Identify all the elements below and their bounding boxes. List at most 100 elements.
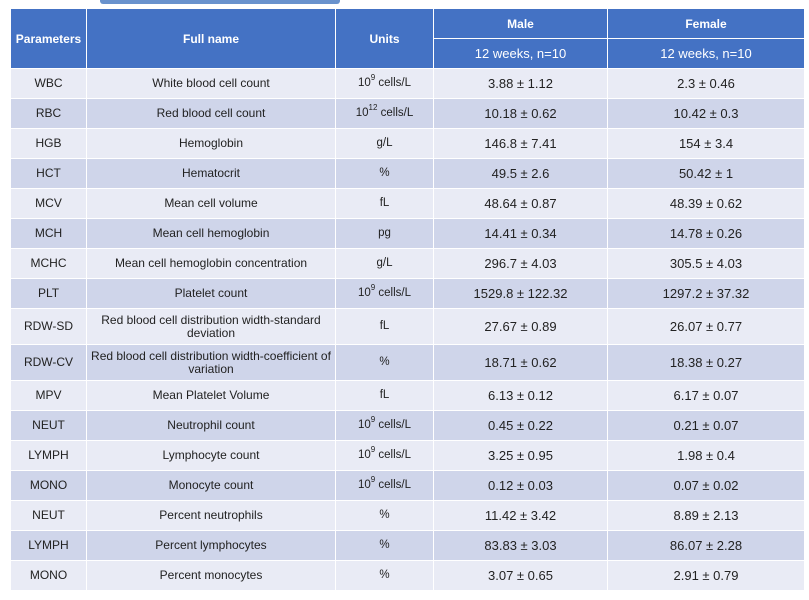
cell-male-value: 18.71 ± 0.62: [433, 344, 608, 381]
cell-male-value: 6.13 ± 0.12: [433, 380, 608, 411]
header-male-subtitle: 12 weeks, n=10: [433, 38, 608, 69]
cell-units: %: [335, 500, 434, 531]
header-units: Units: [335, 8, 434, 69]
cell-male-value: 49.5 ± 2.6: [433, 158, 608, 189]
cell-parameter: MCHC: [10, 248, 87, 279]
table-row: NEUT Neutrophil count 109 cells/L 0.45 ± 0.…: [10, 410, 805, 441]
cell-male-value: 3.07 ± 0.65: [433, 560, 608, 591]
table-row: LYMPH Percent lymphocytes% 83.83 ± 3.03 86.…: [10, 530, 805, 561]
cell-male-value: 11.42 ± 3.42: [433, 500, 608, 531]
cell-male-value: 1529.8 ± 122.32: [433, 278, 608, 309]
table-row: HGB Hemoglobin g/L 146.8 ± 7.41 154 ± 3.4: [10, 128, 805, 159]
cell-full-name: Percent lymphocytes: [86, 530, 336, 561]
cell-parameter: RDW-SD: [10, 308, 87, 345]
cell-male-value: 48.64 ± 0.87: [433, 188, 608, 219]
cell-parameter: MONO: [10, 560, 87, 591]
cell-female-value: 48.39 ± 0.62: [607, 188, 805, 219]
unit-exponent: 9: [370, 415, 376, 425]
cell-units: %: [335, 158, 434, 189]
cell-units: %: [335, 560, 434, 591]
table-row: RBC Red blood cell count 1012 cells/L 10.18…: [10, 98, 805, 129]
cell-parameter: PLT: [10, 278, 87, 309]
cell-female-value: 10.42 ± 0.3: [607, 98, 805, 129]
unit-suffix: cells/L: [375, 449, 412, 461]
cell-female-value: 8.89 ± 2.13: [607, 500, 805, 531]
cell-full-name: Mean cell volume: [86, 188, 336, 219]
cell-parameter: MONO: [10, 470, 87, 501]
unit-suffix: cells/L: [375, 77, 412, 89]
cell-male-value: 0.45 ± 0.22: [433, 410, 608, 441]
cell-full-name: Mean cell hemoglobin concentration: [86, 248, 336, 279]
cell-parameter: NEUT: [10, 500, 87, 531]
cell-female-value: 1.98 ± 0.4: [607, 440, 805, 471]
cell-full-name: Neutrophil count: [86, 410, 336, 441]
cell-units: 109 cells/L: [335, 68, 434, 99]
header-male: Male: [433, 8, 608, 39]
cell-male-value: 14.41 ± 0.34: [433, 218, 608, 249]
cell-full-name: Hemoglobin: [86, 128, 336, 159]
unit-base: 10: [357, 77, 371, 89]
cell-units: fL: [335, 188, 434, 219]
cell-full-name: Mean cell hemoglobin: [86, 218, 336, 249]
cell-parameter: RBC: [10, 98, 87, 129]
table-row: RDW-CV Red blood cell distribution width-…: [10, 344, 805, 381]
table-row: MCHC Mean cell hemoglobin concentration g/…: [10, 248, 805, 279]
cell-female-value: 18.38 ± 0.27: [607, 344, 805, 381]
cell-parameter: HGB: [10, 128, 87, 159]
cell-female-value: 1297.2 ± 37.32: [607, 278, 805, 309]
table-row: WBC White blood cell count 109 cells/L 3.88…: [10, 68, 805, 99]
table-row: HCT Hematocrit% 49.5 ± 2.6 50.42 ± 1: [10, 158, 805, 189]
unit-base: 10: [357, 449, 371, 461]
cell-female-value: 50.42 ± 1: [607, 158, 805, 189]
unit-exponent: 9: [370, 283, 376, 293]
table-row: MONO Monocyte count 109 cells/L 0.12 ± 0.03…: [10, 470, 805, 501]
table-row: MCH Mean cell hemoglobin pg 14.41 ± 0.34 14.…: [10, 218, 805, 249]
unit-exponent: 9: [370, 445, 376, 455]
cell-male-value: 296.7 ± 4.03: [433, 248, 608, 279]
hematology-table: Parameters Full name Units Male Female 1…: [10, 8, 805, 591]
cell-parameter: MPV: [10, 380, 87, 411]
cell-male-value: 3.88 ± 1.12: [433, 68, 608, 99]
cell-parameter: LYMPH: [10, 440, 87, 471]
cell-parameter: HCT: [10, 158, 87, 189]
table-row: RDW-SD Red blood cell distribution width-…: [10, 308, 805, 345]
unit-suffix: cells/L: [375, 479, 412, 491]
cell-full-name: Mean Platelet Volume: [86, 380, 336, 411]
cell-full-name: Monocyte count: [86, 470, 336, 501]
cell-units: pg: [335, 218, 434, 249]
cell-male-value: 3.25 ± 0.95: [433, 440, 608, 471]
cell-full-name: Lymphocyte count: [86, 440, 336, 471]
cell-parameter: MCV: [10, 188, 87, 219]
cell-full-name: Hematocrit: [86, 158, 336, 189]
title-remnant: [100, 0, 340, 4]
unit-base: 10: [357, 287, 371, 299]
cell-units: 1012 cells/L: [335, 98, 434, 129]
cell-parameter: MCH: [10, 218, 87, 249]
unit-base: 10: [357, 419, 371, 431]
table-row: PLT Platelet count 109 cells/L 1529.8 ± 122…: [10, 278, 805, 309]
cell-female-value: 14.78 ± 0.26: [607, 218, 805, 249]
unit-exponent: 9: [370, 73, 376, 83]
unit-suffix: cells/L: [375, 419, 412, 431]
table-row: MCV Mean cell volume fL 48.64 ± 0.87 48.39 ±…: [10, 188, 805, 219]
unit-suffix: cells/L: [377, 107, 414, 119]
cell-female-value: 26.07 ± 0.77: [607, 308, 805, 345]
cell-parameter: NEUT: [10, 410, 87, 441]
cell-full-name: Red blood cell count: [86, 98, 336, 129]
unit-suffix: cells/L: [375, 287, 412, 299]
cell-female-value: 6.17 ± 0.07: [607, 380, 805, 411]
cell-full-name: White blood cell count: [86, 68, 336, 99]
cell-female-value: 305.5 ± 4.03: [607, 248, 805, 279]
header-parameters: Parameters: [10, 8, 87, 69]
cell-parameter: WBC: [10, 68, 87, 99]
table-header: Parameters Full name Units Male Female 1…: [10, 8, 805, 69]
cell-units: %: [335, 344, 434, 381]
cell-male-value: 10.18 ± 0.62: [433, 98, 608, 129]
table-row: NEUT Percent neutrophils% 11.42 ± 3.42 8.89…: [10, 500, 805, 531]
unit-base: 10: [357, 479, 371, 491]
table-body: WBC White blood cell count 109 cells/L 3.88…: [10, 68, 805, 591]
cell-female-value: 154 ± 3.4: [607, 128, 805, 159]
cell-units: %: [335, 530, 434, 561]
header-female-subtitle: 12 weeks, n=10: [607, 38, 805, 69]
cell-female-value: 2.3 ± 0.46: [607, 68, 805, 99]
